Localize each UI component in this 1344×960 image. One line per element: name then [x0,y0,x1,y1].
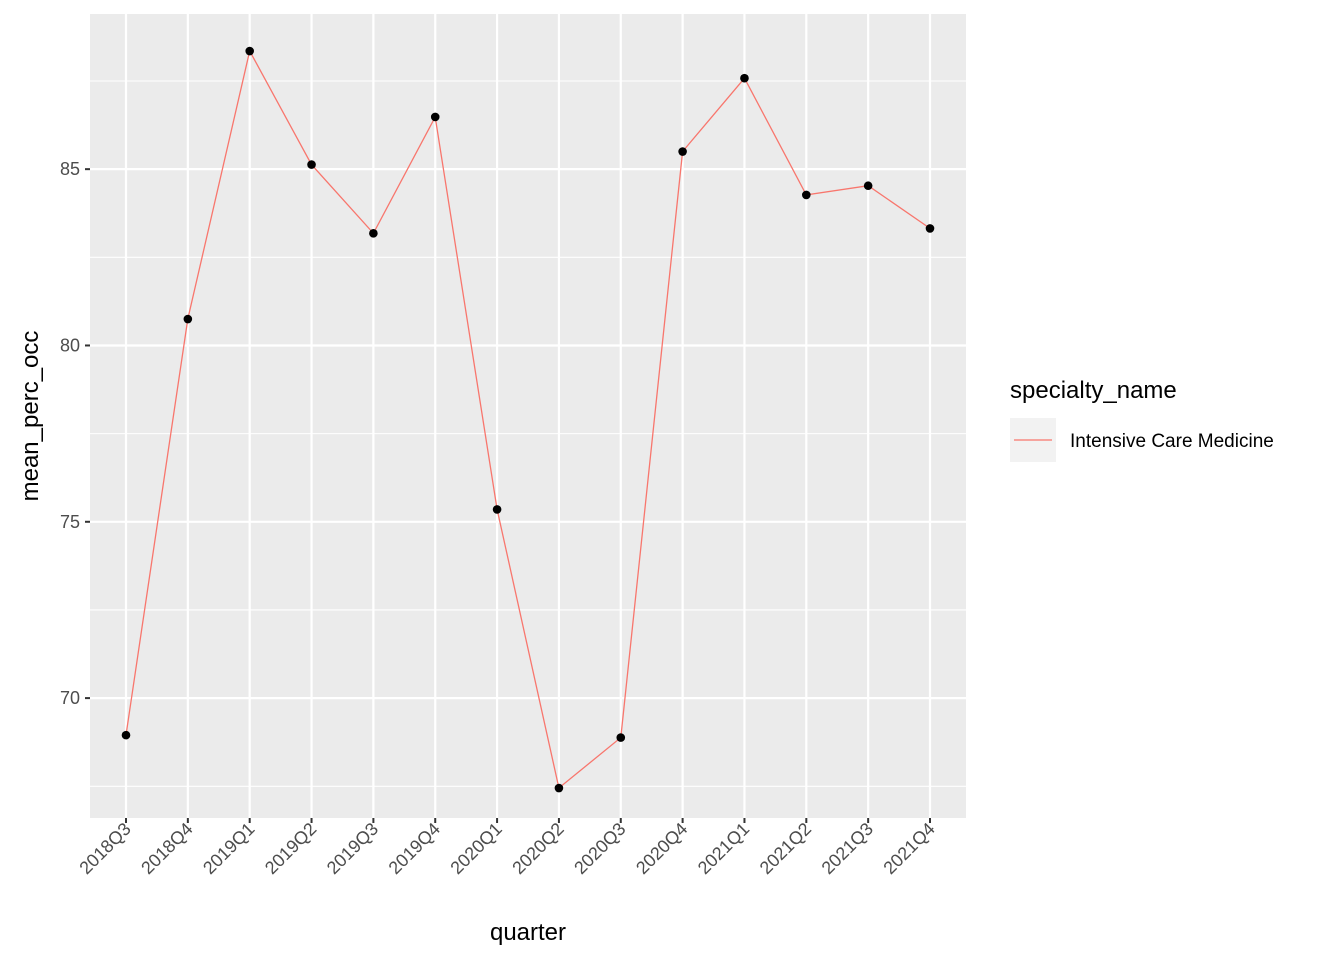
y-axis: 70 75 80 85 [60,159,90,708]
data-point [740,73,749,83]
y-tick-label: 80 [60,335,80,355]
data-point [863,181,873,191]
plot-panel [90,14,966,818]
legend-label: Intensive Care Medicine [1070,431,1274,452]
series-lines [125,49,931,790]
data-point [925,224,935,233]
data-point [307,160,316,169]
data-point [616,733,626,742]
minor-gridlines [90,80,966,787]
data-point [369,229,378,238]
data-point [802,190,811,200]
major-gridlines [90,14,966,818]
data-point [121,730,131,740]
data-point [183,314,193,324]
data-point [678,147,687,156]
legend-title: specialty_name [1010,377,1177,404]
data-points [121,46,935,793]
data-point [430,112,440,122]
y-tick-label: 70 [60,688,80,708]
data-point [554,783,564,793]
data-point [245,46,254,56]
x-axis-title: quarter [490,919,566,946]
data-point [492,505,502,514]
y-axis-title: mean_perc_occ [17,331,44,502]
y-tick-label: 75 [60,512,80,532]
y-tick-label: 85 [60,159,80,179]
series-line-intensive-care-medicine [125,49,931,790]
legend: specialty_name Intensive Care Medicine [1010,377,1274,462]
